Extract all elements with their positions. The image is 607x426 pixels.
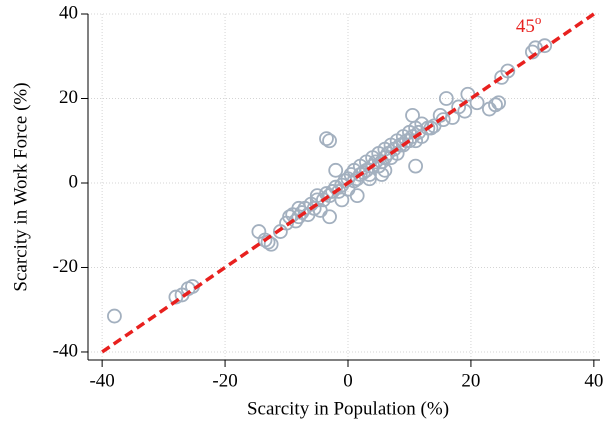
x-tick-label: -40 [89, 370, 114, 391]
point [488, 97, 503, 113]
y-tick-label: 0 [69, 171, 79, 192]
reference: 45o [101, 12, 595, 354]
x-axis-title: Scarcity in Population (%) [247, 398, 449, 419]
point [322, 133, 337, 149]
point [524, 44, 540, 60]
point [537, 38, 553, 54]
point [349, 188, 365, 204]
point [435, 112, 451, 128]
y-axis-title: Scarcity in Work Force (%) [10, 82, 31, 291]
x-tick-label: 0 [343, 370, 353, 391]
point [377, 162, 393, 178]
point [168, 289, 184, 305]
point [322, 209, 337, 225]
annotation-text: 45 [516, 16, 535, 37]
point [107, 308, 122, 324]
x-tick-label: -20 [212, 370, 237, 391]
point [319, 131, 334, 147]
grid [88, 13, 600, 360]
point [423, 120, 439, 136]
x-tick-label: 40 [584, 370, 603, 391]
point [334, 192, 350, 208]
annotation-superscript: o [535, 12, 542, 27]
point [260, 234, 276, 250]
points [107, 38, 553, 324]
point [438, 91, 454, 106]
point [405, 107, 420, 123]
point [368, 154, 384, 170]
point [328, 162, 344, 178]
point [309, 188, 325, 204]
x-tick-label: 20 [461, 370, 480, 391]
point [491, 95, 506, 111]
point [374, 167, 390, 182]
y-tick-label: -20 [53, 256, 78, 277]
point [408, 158, 424, 174]
y-tick-label: 20 [59, 87, 78, 108]
point [500, 63, 516, 79]
reference-line [101, 12, 595, 354]
y-tick-label: -40 [53, 340, 78, 361]
axes: -40 -20 0 20 40 -40 -20 0 20 40 [53, 2, 604, 391]
y-tick-label: 40 [59, 2, 78, 23]
annotation: 45o [516, 12, 542, 37]
